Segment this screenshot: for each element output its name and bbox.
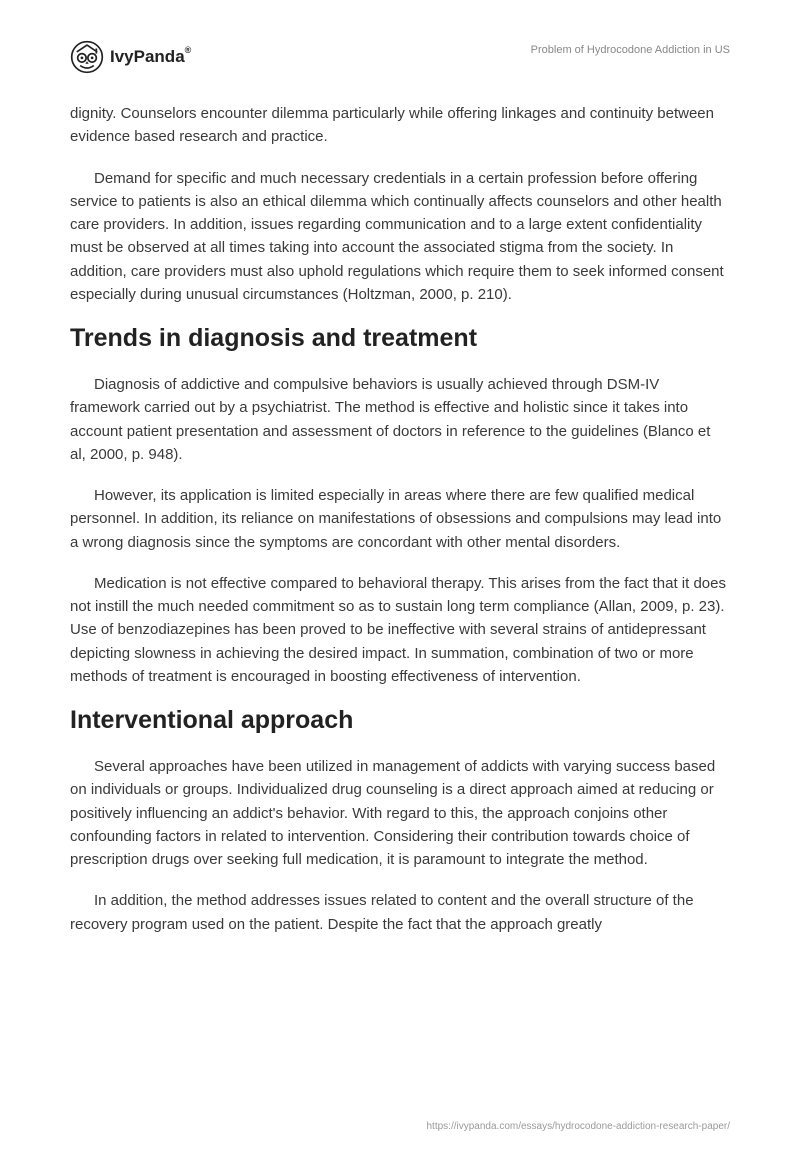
owl-icon (70, 40, 104, 74)
brand-text: IvyPanda (110, 47, 185, 66)
footer-source-url: https://ivypanda.com/essays/hydrocodone-… (427, 1121, 731, 1132)
section-heading-trends: Trends in diagnosis and treatment (70, 324, 730, 353)
body-paragraph: In addition, the method addresses issues… (70, 889, 730, 936)
body-paragraph: However, its application is limited espe… (70, 484, 730, 554)
body-paragraph: Several approaches have been utilized in… (70, 755, 730, 871)
brand-logo: IvyPanda® (70, 40, 191, 74)
document-title: Problem of Hydrocodone Addiction in US (531, 44, 730, 56)
document-page: IvyPanda® Problem of Hydrocodone Addicti… (0, 0, 800, 1014)
body-paragraph: Medication is not effective compared to … (70, 572, 730, 688)
body-paragraph: dignity. Counselors encounter dilemma pa… (70, 102, 730, 149)
body-paragraph: Demand for specific and much necessary c… (70, 167, 730, 307)
document-body: dignity. Counselors encounter dilemma pa… (70, 102, 730, 936)
section-heading-interventional: Interventional approach (70, 706, 730, 735)
registered-mark: ® (185, 45, 192, 55)
page-header: IvyPanda® Problem of Hydrocodone Addicti… (70, 40, 730, 74)
brand-name: IvyPanda® (110, 47, 191, 67)
body-paragraph: Diagnosis of addictive and compulsive be… (70, 373, 730, 466)
